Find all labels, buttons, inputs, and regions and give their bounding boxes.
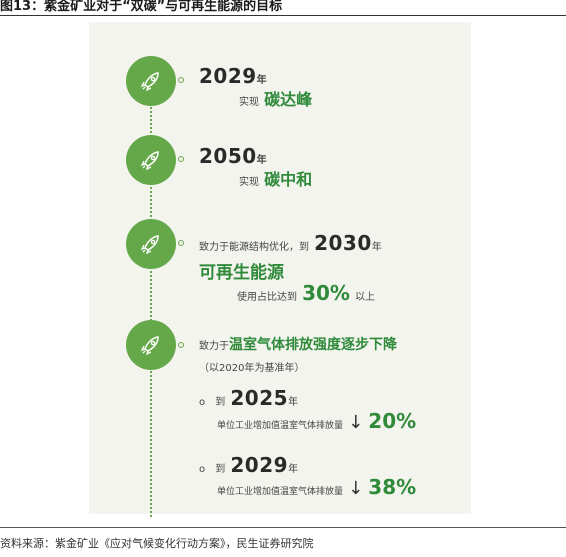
milestone-2-year-unit: 年 — [256, 155, 268, 166]
source-note: 资料来源：紫金矿业《应对气候变化行动方案》，民生证券研究院 — [0, 537, 314, 550]
target-2-year-line: o 到 2029年 — [199, 453, 298, 477]
milestone-3-subline: 使用占比达到 30% 以上 — [237, 281, 375, 305]
milestone-2-rocket-icon — [126, 135, 176, 185]
milestone-1-year-unit: 年 — [256, 75, 268, 86]
milestone-4-line1: 致力于温室气体排放强度逐步下降 — [199, 334, 397, 354]
milestone-3-sub-suffix: 以上 — [355, 292, 376, 303]
target-2-year-unit: 年 — [288, 464, 299, 475]
milestone-1-goal-line: 实现 碳达峰 — [239, 86, 312, 110]
target-1-bullet: o — [199, 397, 206, 408]
rocket-icon — [140, 336, 159, 356]
target-1-desc-line: 单位工业增加值温室气体排放量 ↓ 20% — [217, 409, 416, 433]
target-1-desc: 单位工业增加值温室气体排放量 — [217, 421, 344, 431]
milestone-2-year: 2050年 — [199, 144, 267, 168]
source-divider — [0, 527, 566, 528]
target-2-down-arrow-icon: ↓ — [348, 478, 364, 499]
target-2-percent: 38% — [368, 475, 417, 499]
milestone-3-sub-prefix: 使用占比达到 — [237, 292, 297, 303]
milestone-3-dot — [178, 240, 184, 246]
figure-title: 图13：紫金矿业对于“双碳”与可再生能源的目标 — [0, 0, 283, 14]
target-1-year-line: o 到 2025年 — [199, 386, 298, 410]
milestone-2-dot — [178, 156, 184, 162]
milestone-2-year-value: 2050 — [199, 144, 257, 168]
milestone-3-prefix: 致力于能源结构优化，到 — [199, 242, 309, 253]
target-2-year: 2029 — [230, 453, 289, 477]
milestone-3-percent: 30% — [302, 281, 350, 305]
target-2-bullet: o — [199, 464, 206, 475]
target-1-year-unit: 年 — [288, 397, 299, 408]
milestone-1-dot — [178, 77, 184, 83]
milestone-1-year-value: 2029 — [199, 64, 257, 88]
milestone-3-line1: 致力于能源结构优化，到 2030年 — [199, 231, 382, 255]
target-2-desc: 单位工业增加值温室气体排放量 — [217, 487, 344, 497]
title-divider — [0, 15, 566, 16]
goals-panel: 2029年 实现 碳达峰 2050年 实现 碳中和 致力于能源结构优化，到 20… — [89, 22, 471, 517]
milestone-3-year-unit: 年 — [371, 242, 382, 253]
target-1-to: 到 — [215, 397, 226, 408]
milestone-4-rocket-icon — [126, 320, 176, 370]
milestone-2-goal: 碳中和 — [264, 170, 313, 189]
milestone-4-note: （以2020年为基准年） — [199, 363, 305, 374]
milestone-3-goal: 可再生能源 — [199, 263, 284, 283]
milestone-3-rocket-icon — [126, 219, 176, 269]
rocket-icon — [140, 72, 159, 92]
milestone-2-prefix: 实现 — [239, 177, 259, 188]
milestone-1-year: 2029年 — [199, 64, 267, 88]
target-2-to: 到 — [215, 464, 226, 475]
rocket-icon — [140, 151, 159, 171]
timeline-line — [150, 92, 152, 517]
milestone-1-prefix: 实现 — [239, 97, 259, 108]
milestone-3-year-value: 2030 — [314, 231, 372, 255]
milestone-4-goal: 温室气体排放强度逐步下降 — [229, 337, 397, 353]
milestone-4-dot — [178, 342, 184, 348]
target-2-desc-line: 单位工业增加值温室气体排放量 ↓ 38% — [217, 475, 416, 499]
rocket-icon — [140, 235, 159, 255]
target-1-percent: 20% — [368, 409, 417, 433]
target-1-year: 2025 — [230, 386, 289, 410]
milestone-1-goal: 碳达峰 — [264, 90, 313, 109]
milestone-4-prefix: 致力于 — [199, 341, 229, 352]
target-1-down-arrow-icon: ↓ — [348, 412, 364, 433]
milestone-2-goal-line: 实现 碳中和 — [239, 166, 312, 190]
milestone-1-rocket-icon — [126, 56, 176, 106]
